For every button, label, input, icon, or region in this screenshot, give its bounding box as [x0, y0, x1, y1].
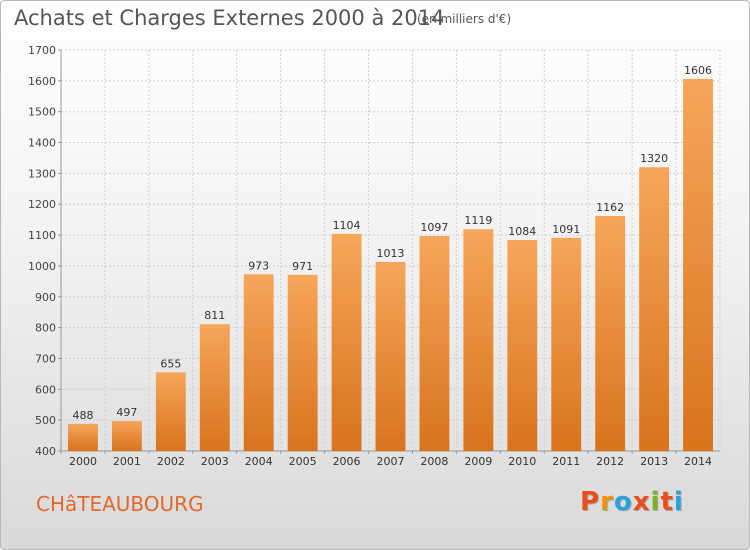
bar	[639, 167, 670, 451]
y-tick-label: 1100	[28, 229, 56, 242]
x-tick-label: 2013	[640, 455, 668, 468]
x-tick-label: 2007	[377, 455, 405, 468]
y-tick-label: 1400	[28, 137, 56, 150]
y-tick-label: 400	[35, 445, 56, 458]
x-tick-label: 2000	[69, 455, 97, 468]
x-tick-label: 2005	[289, 455, 317, 468]
bar	[155, 372, 186, 451]
y-tick-label: 800	[35, 322, 56, 335]
bar	[287, 274, 318, 451]
y-tick-label: 900	[35, 291, 56, 304]
x-tick-label: 2003	[201, 455, 229, 468]
logo-letter: i	[650, 487, 661, 517]
x-tick-label: 2001	[113, 455, 141, 468]
data-label: 973	[248, 259, 269, 272]
data-label: 1162	[596, 201, 624, 214]
y-tick-label: 500	[35, 414, 56, 427]
bar	[199, 324, 230, 451]
data-label: 1084	[508, 225, 536, 238]
bar	[331, 233, 362, 451]
chart-subtitle: (en milliers d'€)	[417, 12, 512, 26]
x-tick-label: 2014	[684, 455, 712, 468]
data-label: 811	[204, 309, 225, 322]
data-label: 1013	[377, 247, 405, 260]
data-label: 971	[292, 260, 313, 273]
logo-letter: t	[660, 487, 674, 517]
logo-letter: x	[632, 487, 651, 517]
y-tick-label: 600	[35, 383, 56, 396]
bar	[683, 78, 713, 451]
x-tick-label: 2010	[508, 455, 536, 468]
x-tick-label: 2006	[333, 455, 361, 468]
labels: 400 500 600 700 800 900 1000 1100 1200 1300 1400 15…	[28, 44, 712, 468]
x-tick-label: 2008	[420, 455, 448, 468]
data-label: 1097	[420, 221, 448, 234]
y-tick-label: 1600	[28, 75, 56, 88]
bar	[507, 240, 538, 451]
data-label: 1091	[552, 223, 580, 236]
y-tick-label: 700	[35, 352, 56, 365]
y-tick-label: 1000	[28, 260, 56, 273]
bar	[463, 229, 494, 451]
x-tick-label: 2004	[245, 455, 273, 468]
logo-letter: P	[580, 487, 601, 517]
bar	[243, 274, 274, 451]
data-label: 655	[160, 357, 181, 370]
data-label: 1320	[640, 152, 668, 165]
city-name: CHâTEAUBOURG	[36, 492, 204, 516]
logo-letter: o	[613, 487, 633, 517]
bar	[419, 236, 450, 451]
bar	[595, 215, 626, 451]
bars	[68, 78, 713, 451]
y-tick-label: 1200	[28, 198, 56, 211]
logo-letter: r	[600, 487, 614, 517]
data-label: 1606	[684, 64, 712, 77]
y-tick-label: 1500	[28, 106, 56, 119]
data-label: 1119	[464, 214, 492, 227]
x-tick-label: 2002	[157, 455, 185, 468]
chart-title: Achats et Charges Externes 2000 à 2014	[14, 6, 445, 30]
data-label: 1104	[333, 219, 361, 232]
y-tick-label: 1700	[28, 44, 56, 57]
logo-letter: i	[673, 487, 684, 517]
data-label: 488	[72, 409, 93, 422]
x-tick-label: 2009	[464, 455, 492, 468]
bar	[68, 423, 98, 451]
x-tick-label: 2012	[596, 455, 624, 468]
data-label: 497	[116, 406, 137, 419]
y-tick-label: 1300	[28, 167, 56, 180]
bar	[551, 237, 582, 451]
proxiti-logo: Proxiti	[580, 487, 684, 517]
x-tick-label: 2011	[552, 455, 580, 468]
bar	[375, 261, 406, 451]
bar	[111, 421, 142, 451]
